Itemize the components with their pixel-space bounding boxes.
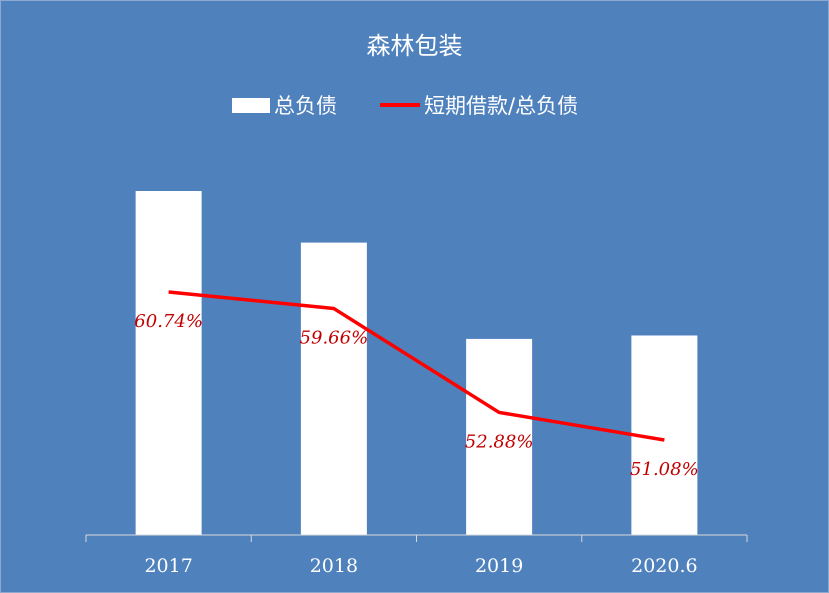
bar-series [135,191,698,535]
legend-label-total-liabilities: 总负债 [274,94,337,118]
legend-line-swatch [380,103,420,107]
x-tick-label-2017: 2017 [144,555,192,577]
line-series [168,290,665,442]
data-label-2018: 59.66% [300,328,369,349]
legend-label-short-term-ratio: 短期借款/总负债 [424,94,579,118]
bar-2017 [135,191,202,535]
bar-2018 [300,242,367,535]
bar-2019 [466,338,533,535]
ratio-line [168,290,665,442]
data-label-2019: 52.88% [465,431,534,452]
legend-bar-swatch [232,97,270,113]
x-tick-label-2019: 2019 [475,555,523,577]
data-label-2017: 60.74% [134,311,203,332]
legend-item-total-liabilities: 总负债 [232,88,337,122]
x-tick-label-2018: 2018 [310,555,358,577]
x-axis: 2017 2018 2019 2020.6 [85,534,748,577]
x-tick-label-2020.6: 2020.6 [631,555,697,577]
legend-item-short-term-ratio: 短期借款/总负债 [380,88,578,122]
chart-title: 森林包装 [366,32,463,60]
data-label-2020.6: 51.08% [630,459,699,480]
data-labels: 60.74% 59.66% 52.88% 51.08% [134,311,698,480]
legend: 总负债 短期借款/总负债 [0,88,829,122]
